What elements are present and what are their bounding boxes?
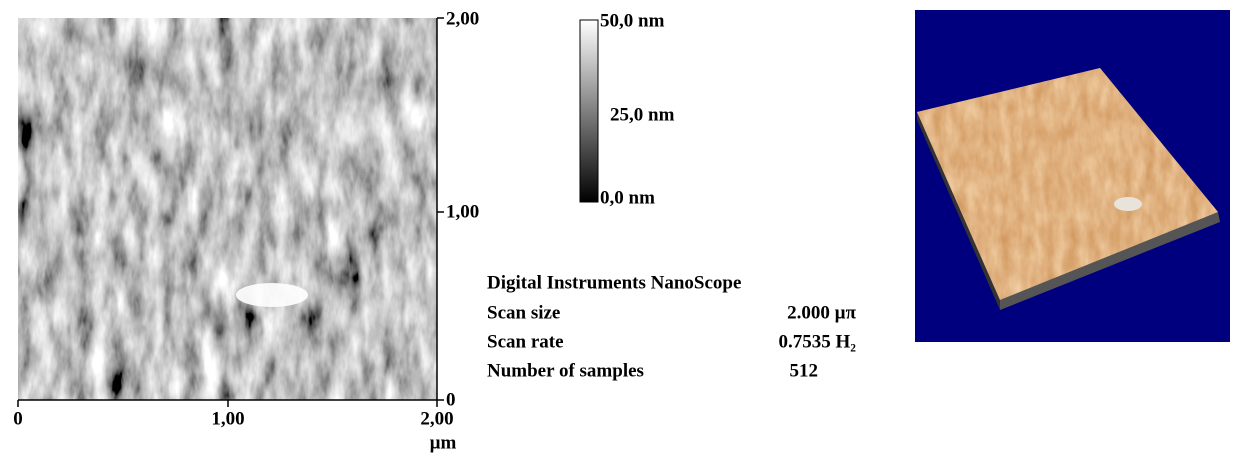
y-tick-label: 1,00: [446, 201, 479, 222]
afm-3d-view: [915, 10, 1230, 342]
info-title: Digital Instruments NanoScope: [487, 272, 741, 293]
info-value: 0.7535 H₂: [779, 331, 857, 352]
info-value: 2.000 µπ: [787, 302, 856, 323]
info-label: Scan size: [487, 302, 560, 323]
x-tick-label: 1,00: [211, 408, 244, 429]
y-tick-label: 0: [446, 389, 456, 410]
color-bar: [579, 19, 599, 203]
info-value: 512: [790, 360, 819, 381]
color-scale-label: 50,0 nm: [600, 10, 665, 31]
afm-image: [18, 18, 437, 400]
info-label: Scan rate: [487, 331, 564, 352]
x-tick-label: 0: [13, 408, 23, 429]
axes: [17, 17, 444, 407]
x-tick-label: 2,00: [420, 408, 453, 429]
x-unit: µm: [430, 432, 457, 453]
color-scale-label: 0,0 nm: [600, 187, 655, 208]
y-tick-label: 2,00: [446, 8, 479, 29]
color-scale-label: 25,0 nm: [610, 104, 675, 125]
info-label: Number of samples: [487, 360, 644, 381]
